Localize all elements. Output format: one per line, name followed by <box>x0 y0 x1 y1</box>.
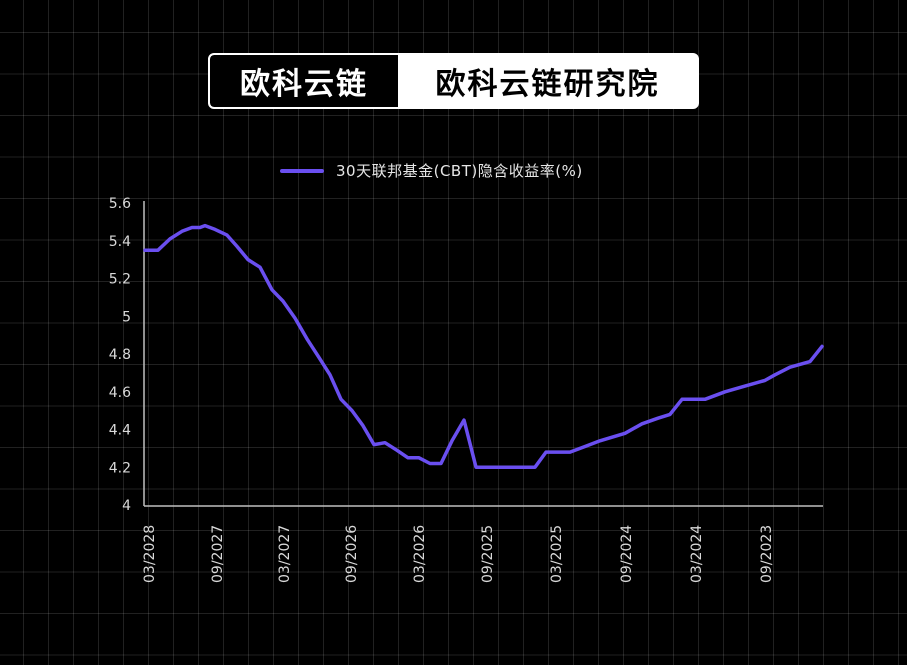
y-tick-label: 5.2 <box>109 272 131 288</box>
x-tick-label: 09/2026 <box>344 525 360 583</box>
x-tick-label: 03/2027 <box>277 525 293 583</box>
y-axis-ticks: 5.6 5.4 5.2 5 4.8 4.6 4.4 4.2 4 <box>109 196 131 514</box>
x-tick-label: 03/2026 <box>412 525 428 583</box>
y-tick-label: 4 <box>122 498 131 514</box>
brand-logo-text: 欧科云链 <box>210 55 398 107</box>
legend-label: 30天联邦基金(CBT)隐含收益率(%) <box>336 162 583 180</box>
y-tick-label: 4.2 <box>109 460 131 476</box>
series-line <box>143 223 824 469</box>
y-tick-label: 5 <box>122 309 131 325</box>
brand-institute-name: 欧科云链研究院 <box>398 55 697 107</box>
y-tick-label: 5.4 <box>109 234 131 250</box>
x-tick-label: 09/2025 <box>480 525 496 583</box>
x-tick-label: 09/2024 <box>619 525 635 583</box>
x-tick-label: 03/2024 <box>689 525 705 583</box>
y-tick-label: 4.6 <box>109 385 131 401</box>
x-tick-label: 03/2028 <box>142 525 158 583</box>
x-tick-label: 09/2023 <box>759 525 775 583</box>
brand-header: 欧科云链 欧科云链研究院 <box>208 53 699 109</box>
x-axis-ticks: 03/2028 09/2027 03/2027 09/2026 03/2026 09/20… <box>142 525 775 583</box>
x-tick-label: 03/2025 <box>549 525 565 583</box>
y-tick-label: 5.6 <box>109 196 131 212</box>
legend-line-swatch-icon <box>280 168 324 173</box>
y-tick-label: 4.8 <box>109 347 131 363</box>
x-tick-label: 09/2027 <box>210 525 226 583</box>
y-tick-label: 4.4 <box>109 423 131 439</box>
chart-legend: 30天联邦基金(CBT)隐含收益率(%) <box>280 160 583 181</box>
